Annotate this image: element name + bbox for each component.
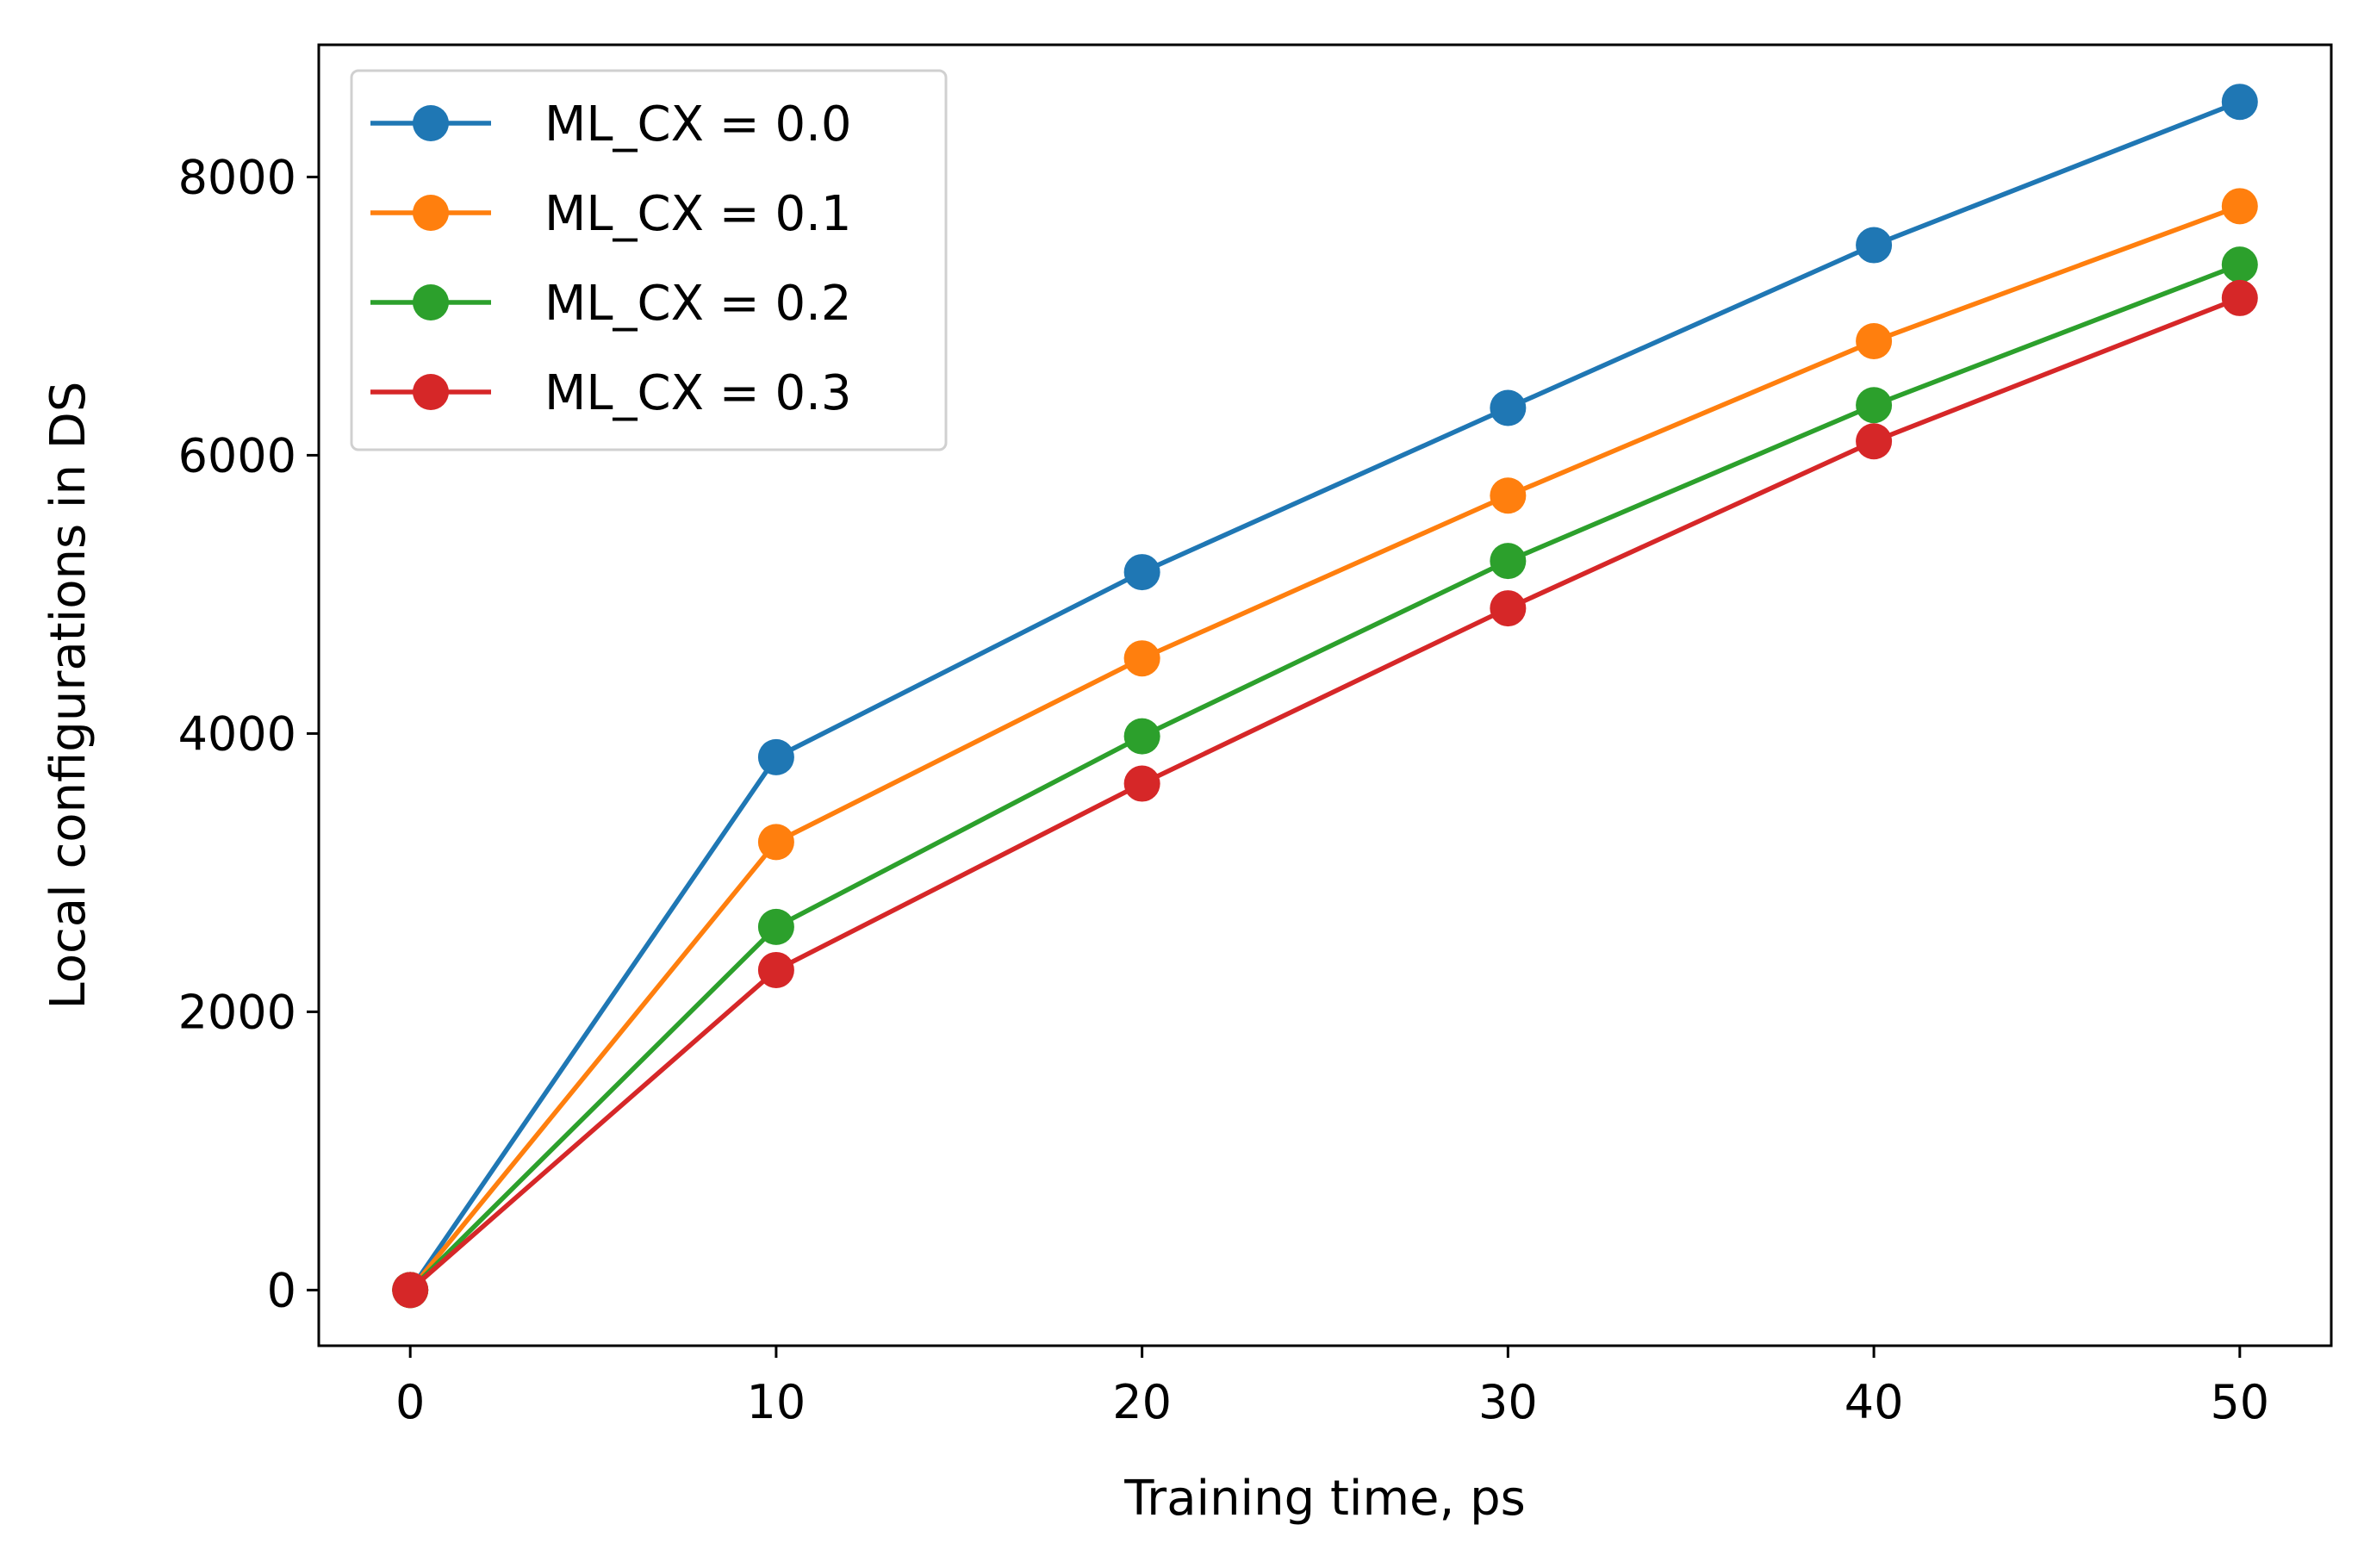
data-point — [1123, 718, 1160, 755]
x-tick-label: 30 — [1478, 1375, 1538, 1429]
y-tick-label: 4000 — [178, 706, 296, 761]
series-line — [408, 262, 2241, 1292]
legend-marker — [413, 105, 449, 141]
series-line — [407, 99, 2241, 1291]
plot-frame — [317, 43, 2333, 1347]
data-point — [2221, 188, 2258, 225]
data-point — [1123, 765, 1160, 802]
y-tick-label: 6000 — [178, 428, 296, 482]
legend-marker — [413, 284, 449, 320]
y-tick-label: 8000 — [178, 150, 296, 204]
series-line — [408, 203, 2241, 1292]
legend-item: ML_CX = 0.2 — [370, 276, 852, 332]
x-axis-label: Training time, ps — [1123, 1471, 1526, 1527]
x-tick-label: 20 — [1112, 1375, 1172, 1429]
data-point — [1856, 322, 1893, 359]
data-point — [757, 738, 794, 775]
legend-label: ML_CX = 0.0 — [544, 96, 852, 152]
x-tick-label: 10 — [747, 1375, 806, 1429]
data-point — [757, 824, 794, 861]
data-point — [2221, 246, 2258, 283]
legend: ML_CX = 0.0 ML_CX = 0.1 ML_CX = 0.2 ML_CX =… — [350, 69, 948, 451]
data-point — [1856, 387, 1893, 424]
y-axis: 0 2000 4000 6000 8000 — [178, 150, 319, 1317]
legend-box — [350, 69, 948, 451]
legend-label: ML_CX = 0.3 — [544, 365, 852, 421]
x-tick-label: 40 — [1845, 1375, 1904, 1429]
y-tick-label: 0 — [267, 1263, 296, 1317]
y-axis-label: Local configurations in DS — [40, 382, 96, 1010]
legend-marker — [413, 195, 449, 231]
data-point — [2221, 279, 2258, 316]
data-point — [1856, 227, 1893, 264]
data-point — [1490, 590, 1527, 627]
series-3 — [392, 279, 2258, 1309]
legend-item: ML_CX = 0.0 — [370, 96, 852, 152]
legend-label: ML_CX = 0.1 — [544, 186, 852, 242]
x-tick-label: 50 — [2210, 1375, 2269, 1429]
x-axis: 0 10 20 30 40 50 — [395, 1346, 2269, 1429]
data-point — [392, 1272, 429, 1309]
data-point — [757, 908, 794, 945]
x-tick-label: 0 — [395, 1375, 425, 1429]
data-point — [1123, 640, 1160, 677]
data-point — [757, 951, 794, 988]
legend-item: ML_CX = 0.1 — [370, 186, 852, 242]
y-tick-label: 2000 — [178, 985, 296, 1039]
legend-label: ML_CX = 0.2 — [544, 276, 852, 332]
data-point — [1490, 389, 1527, 426]
legend-marker — [413, 374, 449, 410]
data-point — [2221, 84, 2258, 121]
series-layer — [392, 84, 2258, 1309]
legend-item: ML_CX = 0.3 — [370, 365, 852, 421]
data-point — [1490, 543, 1527, 580]
data-point — [1123, 554, 1160, 591]
data-point — [1856, 423, 1893, 460]
series-line — [408, 296, 2241, 1292]
data-point — [1490, 477, 1527, 514]
